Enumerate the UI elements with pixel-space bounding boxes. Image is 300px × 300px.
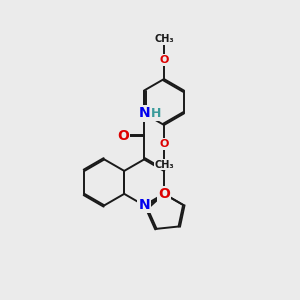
Text: O: O	[158, 187, 170, 201]
Text: H: H	[151, 107, 162, 120]
Text: O: O	[117, 130, 129, 143]
Text: N: N	[138, 106, 150, 121]
Text: CH₃: CH₃	[154, 34, 174, 44]
Text: O: O	[159, 55, 169, 65]
Text: CH₃: CH₃	[154, 160, 174, 170]
Text: O: O	[159, 139, 169, 149]
Text: N: N	[138, 198, 150, 212]
